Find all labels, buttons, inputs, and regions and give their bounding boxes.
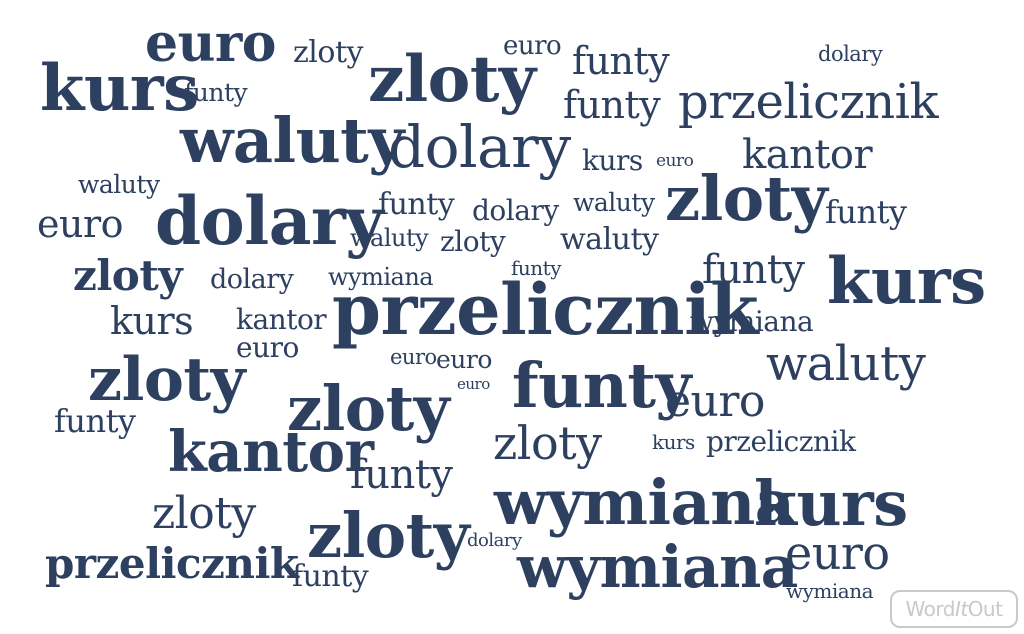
cloud-word: funty	[54, 402, 136, 440]
cloud-word: kurs	[652, 430, 695, 454]
cloud-word: wymiana	[786, 579, 874, 603]
cloud-word: zloty	[665, 162, 828, 235]
cloud-word: dolary	[155, 182, 384, 260]
logo-out: Out	[967, 597, 1003, 621]
cloud-word: dolary	[472, 194, 559, 227]
cloud-word: zloty	[287, 372, 450, 445]
cloud-word: waluty	[766, 336, 926, 392]
cloud-word: waluty	[350, 224, 429, 252]
cloud-word: funty	[512, 349, 692, 422]
cloud-word: funty	[511, 256, 562, 280]
cloud-word: wymiana	[328, 263, 434, 291]
cloud-word: euro	[436, 345, 492, 374]
logo-word: Word	[905, 597, 956, 621]
cloud-word: euro	[145, 13, 276, 74]
cloud-word: funty	[378, 187, 455, 222]
cloud-word: euro	[236, 331, 299, 364]
cloud-word: przelicznik	[678, 74, 939, 130]
cloud-word: przelicznik	[332, 268, 759, 351]
cloud-word: waluty	[78, 170, 160, 199]
cloud-word: funty	[184, 78, 248, 107]
logo-it: It	[954, 597, 968, 621]
cloud-word: euro	[503, 31, 562, 61]
cloud-word: zloty	[440, 225, 506, 258]
cloud-word: funty	[825, 193, 907, 231]
cloud-word: przelicznik	[706, 425, 856, 458]
cloud-word: funty	[563, 83, 661, 127]
cloud-word: zloty	[152, 488, 256, 539]
cloud-word: zloty	[73, 251, 183, 300]
cloud-word: funty	[572, 39, 670, 83]
cloud-word: funty	[292, 559, 369, 594]
cloud-word: kantor	[742, 132, 873, 178]
cloud-word: funty	[350, 452, 453, 498]
wordit-out-logo[interactable]: Word It Out	[890, 590, 1018, 628]
cloud-word: zloty	[307, 499, 470, 572]
cloud-word: waluty	[560, 222, 659, 257]
cloud-word: dolary	[210, 264, 294, 295]
cloud-word: kurs	[582, 144, 643, 177]
cloud-word: euro	[656, 151, 694, 171]
cloud-word: kurs	[40, 51, 199, 126]
cloud-word: dolary	[467, 530, 522, 551]
cloud-word: kantor	[236, 303, 327, 336]
cloud-word: euro	[390, 345, 437, 369]
cloud-word: przelicznik	[45, 539, 299, 588]
cloud-word: zloty	[293, 35, 363, 70]
cloud-word: funty	[702, 247, 805, 293]
cloud-word: waluty	[180, 104, 404, 177]
cloud-word: wymiana	[494, 466, 795, 539]
cloud-word: kurs	[110, 299, 194, 343]
cloud-word: zloty	[493, 416, 602, 470]
cloud-word: zloty	[368, 42, 536, 117]
cloud-word: euro	[785, 526, 890, 580]
cloud-word: kurs	[827, 244, 986, 319]
cloud-word: euro	[37, 202, 124, 246]
cloud-word: dolary	[388, 113, 571, 181]
cloud-word: dolary	[818, 42, 883, 66]
cloud-word: wymiana	[517, 533, 798, 601]
cloud-word: waluty	[573, 188, 655, 217]
cloud-word: kurs	[754, 467, 908, 540]
cloud-word: wymiana	[690, 305, 814, 338]
cloud-word: euro	[665, 376, 765, 427]
cloud-word: euro	[457, 375, 490, 393]
cloud-word: zloty	[88, 345, 245, 415]
cloud-word: kantor	[168, 419, 374, 485]
